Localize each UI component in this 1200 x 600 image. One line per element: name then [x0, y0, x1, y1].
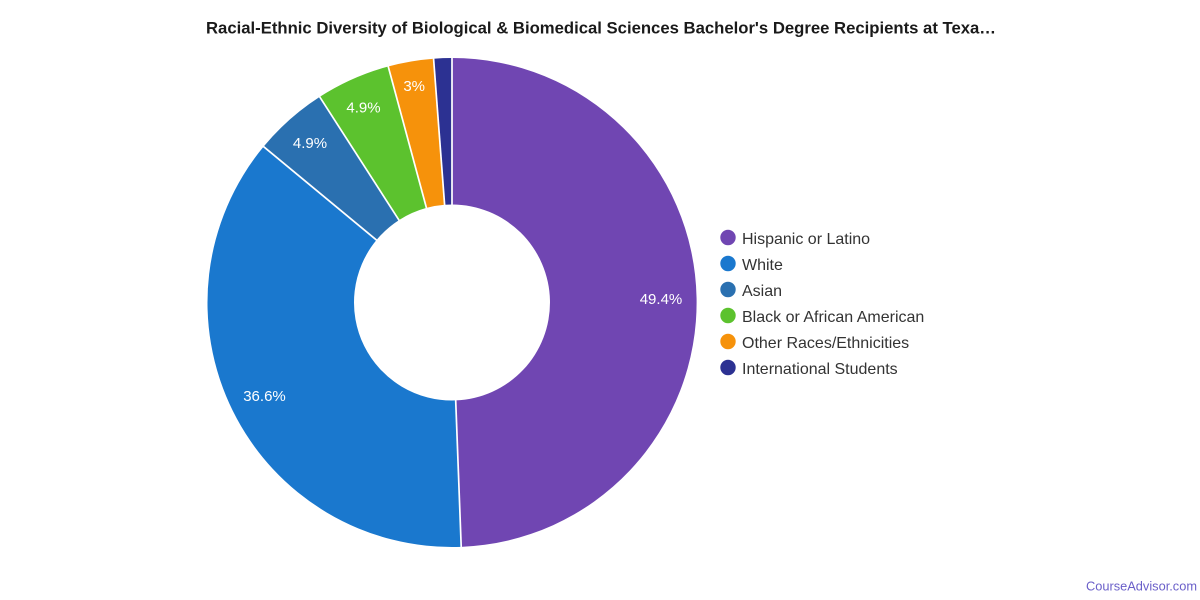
svg-text:International Students: International Students — [742, 361, 898, 378]
svg-text:CourseAdvisor.com: CourseAdvisor.com — [1086, 579, 1197, 594]
svg-text:Racial-Ethnic Diversity of Bio: Racial-Ethnic Diversity of Biological & … — [206, 20, 996, 38]
svg-text:4.9%: 4.9% — [293, 135, 327, 152]
svg-text:White: White — [742, 257, 783, 274]
svg-text:Other Races/Ethnicities: Other Races/Ethnicities — [742, 335, 909, 352]
svg-text:Asian: Asian — [742, 283, 782, 300]
svg-text:49.4%: 49.4% — [640, 291, 683, 308]
svg-text:36.6%: 36.6% — [243, 388, 286, 405]
svg-text:3%: 3% — [403, 78, 425, 95]
svg-text:Black or African American: Black or African American — [742, 309, 924, 326]
svg-text:Hispanic or Latino: Hispanic or Latino — [742, 231, 870, 248]
svg-text:4.9%: 4.9% — [346, 100, 380, 117]
